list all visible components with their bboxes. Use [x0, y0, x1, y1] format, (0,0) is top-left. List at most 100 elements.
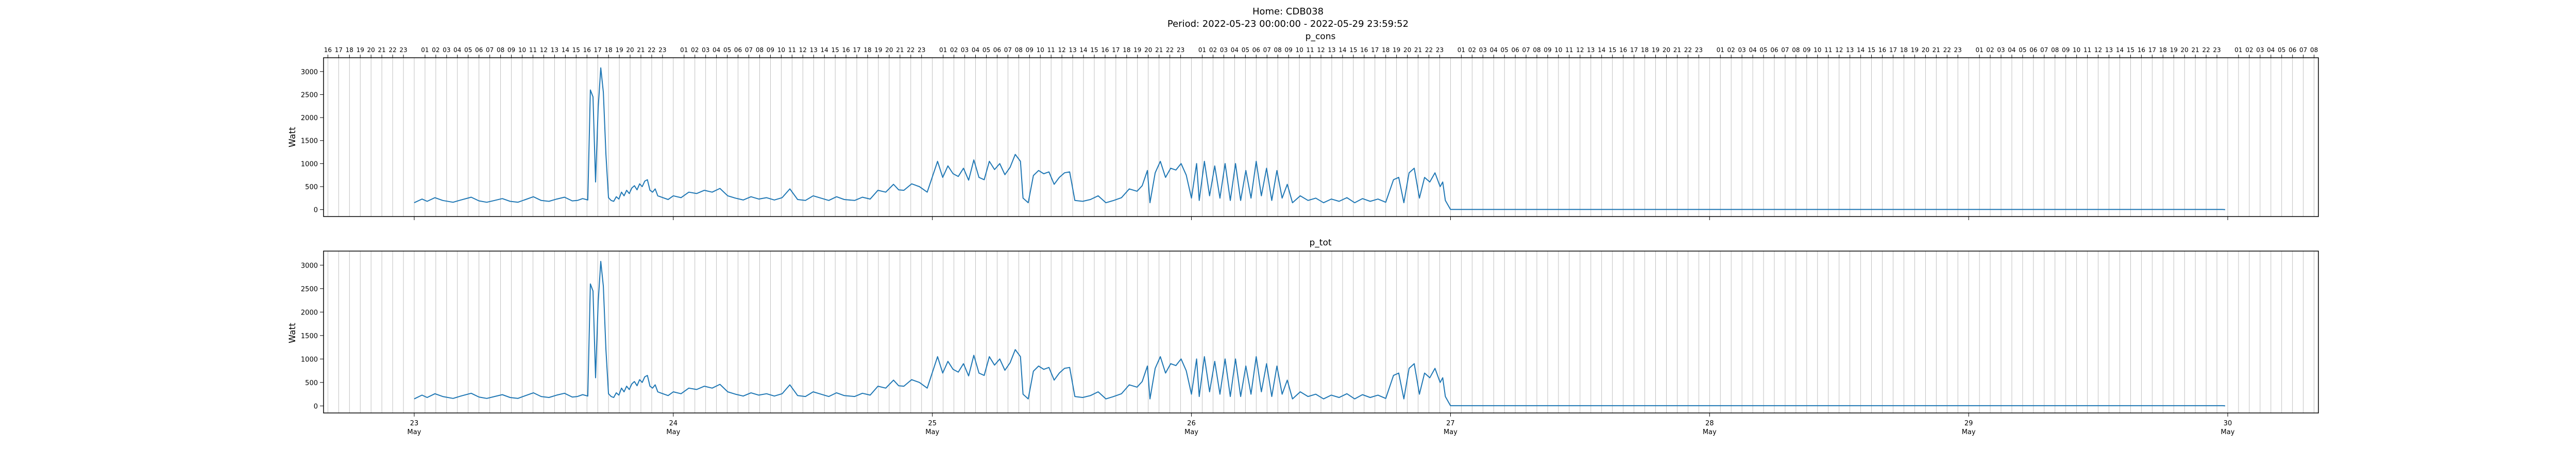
x-tick-label-day: 24: [669, 420, 678, 427]
hour-tick-label: 10: [777, 46, 785, 54]
hour-tick-label: 15: [832, 46, 839, 54]
y-tick-label: 500: [305, 379, 318, 387]
hour-tick-label: 23: [658, 46, 666, 54]
hour-tick-label: 16: [842, 46, 850, 54]
x-tick-label-day: 28: [1705, 420, 1714, 427]
hour-tick-label: 22: [1166, 46, 1174, 54]
hour-tick-label: 20: [885, 46, 893, 54]
hour-tick-label: 17: [1371, 46, 1379, 54]
hour-tick-label: 05: [1759, 46, 1767, 54]
hour-tick-label: 03: [2256, 46, 2264, 54]
series-line-p-cons: [414, 67, 2226, 210]
hour-tick-label: 19: [2170, 46, 2178, 54]
hour-tick-label: 13: [2105, 46, 2113, 54]
y-tick-label: 0: [314, 403, 318, 410]
hour-tick-label: 18: [1641, 46, 1649, 54]
hour-tick-label: 16: [583, 46, 591, 54]
chart-title: p_tot: [1309, 238, 1331, 248]
hour-tick-label: 13: [1846, 46, 1854, 54]
hour-tick-label: 16: [1360, 46, 1368, 54]
hour-tick-label: 15: [572, 46, 580, 54]
hour-tick-label: 22: [388, 46, 396, 54]
hour-tick-label: 18: [346, 46, 353, 54]
hour-tick-label: 17: [1889, 46, 1897, 54]
hour-tick-label: 15: [1608, 46, 1616, 54]
hour-tick-label: 03: [702, 46, 709, 54]
y-tick-label: 2000: [301, 114, 318, 122]
x-axis-ticks: [414, 217, 2228, 220]
hour-tick-label: 14: [1857, 46, 1865, 54]
y-tick-label: 1500: [301, 333, 318, 340]
x-tick-label-month: May: [666, 428, 680, 436]
hour-tick-label: 19: [1393, 46, 1400, 54]
y-tick-label: 500: [305, 184, 318, 191]
hour-tick-label: 07: [1263, 46, 1271, 54]
hour-tick-label: 06: [1770, 46, 1778, 54]
hour-tick-label: 17: [1630, 46, 1638, 54]
x-tick-label-day: 29: [1964, 420, 1973, 427]
hour-tick-label: 05: [2278, 46, 2285, 54]
hour-tick-label: 10: [518, 46, 526, 54]
hour-tick-label: 03: [1479, 46, 1487, 54]
hour-tick-label: 07: [1004, 46, 1012, 54]
hour-tick-label: 02: [1468, 46, 1476, 54]
hour-tick-label: 05: [464, 46, 472, 54]
hour-tick-label: 17: [2148, 46, 2156, 54]
x-tick-label-month: May: [1703, 428, 1717, 436]
hour-tick-label: 09: [1803, 46, 1810, 54]
hour-tick-label: 18: [1900, 46, 1908, 54]
hour-tick-label: 21: [378, 46, 386, 54]
hour-tick-label: 13: [1328, 46, 1335, 54]
hour-tick-label: 01: [1975, 46, 1983, 54]
chart-panel-p-cons: p_cons 16 17 18 19 20 21 22 23 01 02 03 04 05 06 07 08 0…: [287, 31, 2319, 220]
hour-tick-label: 21: [896, 46, 904, 54]
y-tick-label: 3000: [301, 69, 318, 76]
hour-tick-label: 10: [1295, 46, 1303, 54]
hour-tick-label: 02: [1209, 46, 1217, 54]
hour-tick-label: 02: [950, 46, 958, 54]
hour-tick-label: 01: [421, 46, 429, 54]
hour-tick-label: 02: [1986, 46, 1994, 54]
hour-tick-label: 01: [939, 46, 947, 54]
hour-tick-label: 08: [1533, 46, 1540, 54]
hour-tick-label: 06: [734, 46, 742, 54]
hour-tick-label: 12: [2094, 46, 2102, 54]
hour-tick-label: 23: [1954, 46, 1962, 54]
y-axis-ticks: 0 500 1000 1500 2000 2500 3000: [301, 262, 324, 410]
y-tick-label: 0: [314, 207, 318, 214]
hour-tick-label: 20: [1144, 46, 1152, 54]
hour-tick-label: 23: [2213, 46, 2221, 54]
hour-tick-label: 05: [1242, 46, 1249, 54]
hour-tick-label: 09: [1285, 46, 1293, 54]
hour-tick-label: 03: [961, 46, 969, 54]
hour-tick-label: 11: [2083, 46, 2091, 54]
hour-tick-label: 19: [1133, 46, 1141, 54]
hour-tick-label: 10: [1814, 46, 1821, 54]
hour-tick-label: 08: [2051, 46, 2059, 54]
hour-tick-label: 14: [562, 46, 569, 54]
hour-tick-label: 14: [1598, 46, 1605, 54]
hour-tick-label: 19: [874, 46, 882, 54]
hour-tick-label: 07: [486, 46, 494, 54]
hour-tick-label: 11: [529, 46, 537, 54]
hour-tick-label: 03: [1220, 46, 1228, 54]
hour-tick-label: 20: [1663, 46, 1670, 54]
series-line-p-tot: [414, 261, 2226, 407]
hour-tick-label: 05: [1501, 46, 1509, 54]
x-tick-label-month: May: [1444, 428, 1458, 436]
hour-tick-label: 11: [1047, 46, 1055, 54]
x-tick-label-day: 30: [2224, 420, 2232, 427]
hour-tick-label: 12: [799, 46, 807, 54]
x-tick-label-day: 23: [410, 420, 419, 427]
y-tick-label: 2000: [301, 309, 318, 317]
hour-tick-label: 18: [1382, 46, 1389, 54]
hour-tick-label: 22: [1425, 46, 1433, 54]
hour-tick-label: 04: [1490, 46, 1498, 54]
hour-tick-label: 04: [2267, 46, 2275, 54]
hour-tick-label: 20: [626, 46, 634, 54]
hour-tick-label: 14: [1079, 46, 1087, 54]
hour-tick-label: 21: [1155, 46, 1163, 54]
x-tick-label-month: May: [2221, 428, 2235, 436]
